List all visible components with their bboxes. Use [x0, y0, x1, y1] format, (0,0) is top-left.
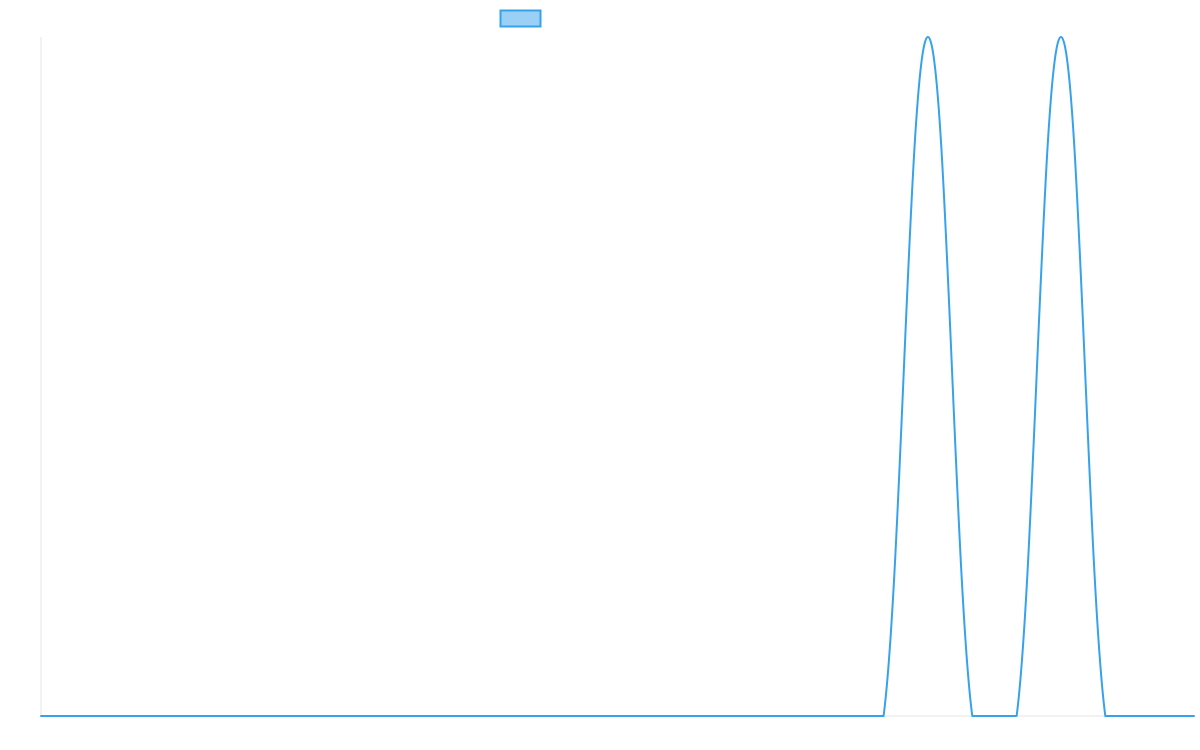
series-line-0	[40, 36, 1195, 717]
legend[interactable]	[499, 9, 542, 28]
series-layer	[40, 36, 1195, 717]
legend-swatch-0[interactable]	[499, 9, 542, 28]
axes	[40, 37, 1194, 717]
